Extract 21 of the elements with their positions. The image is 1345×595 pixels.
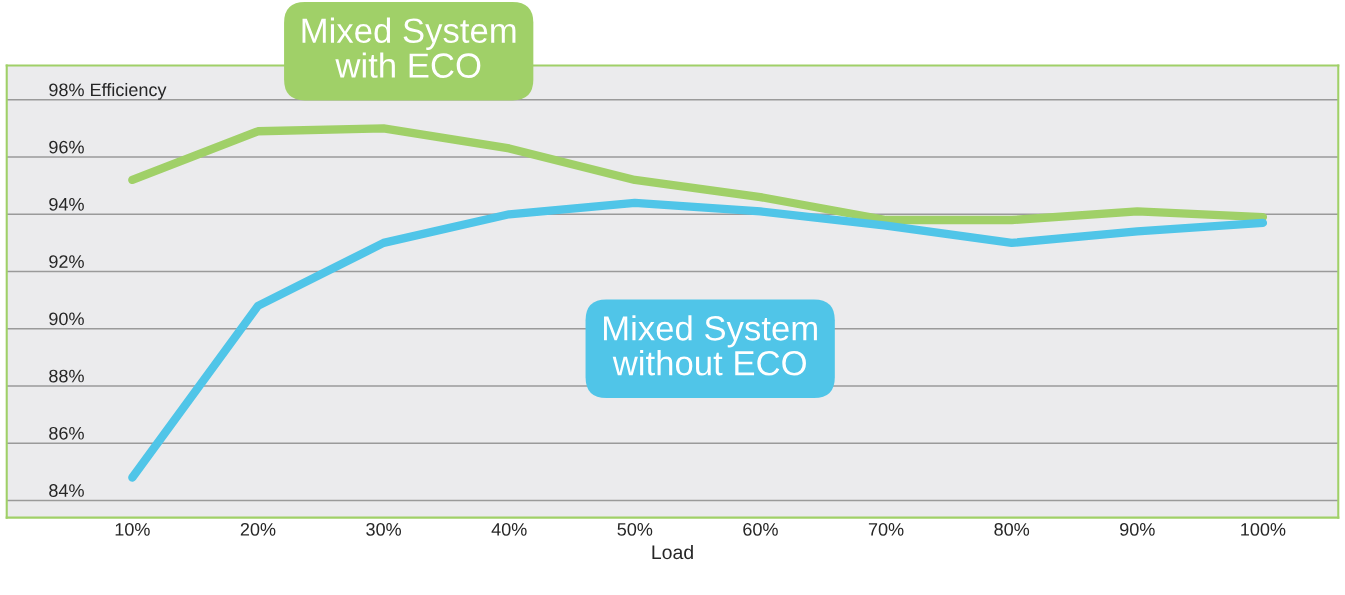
y-tick-label: 90% <box>49 312 84 326</box>
y-tick-label: 94% <box>49 197 84 211</box>
x-tick-label: 30% <box>366 522 402 536</box>
x-tick-label: 80% <box>994 522 1030 536</box>
y-tick-label: 98% Efficiency <box>49 82 167 100</box>
x-tick-label: 50% <box>617 522 653 536</box>
y-tick-label: 88% <box>49 369 84 383</box>
text: Mixed System without ECO <box>604 315 817 376</box>
y-tick-label: 92% <box>49 255 84 268</box>
x-tick-label: 90% <box>1120 522 1155 536</box>
y-tick-label: 86% <box>49 426 84 440</box>
x-tick-label: 100% <box>1241 522 1286 536</box>
x-tick-label: 70% <box>868 522 904 536</box>
x-tick-label: 10% <box>115 522 150 536</box>
x-tick-label: 20% <box>240 522 276 536</box>
x-axis-title: Load <box>652 544 693 560</box>
y-tick-label: 96% <box>49 140 84 154</box>
y-tick-label: 84% <box>49 484 84 497</box>
series-label: Mixed System with ECO <box>302 17 516 78</box>
x-tick-label: 60% <box>743 522 778 536</box>
x-tick-label: 40% <box>491 522 527 536</box>
